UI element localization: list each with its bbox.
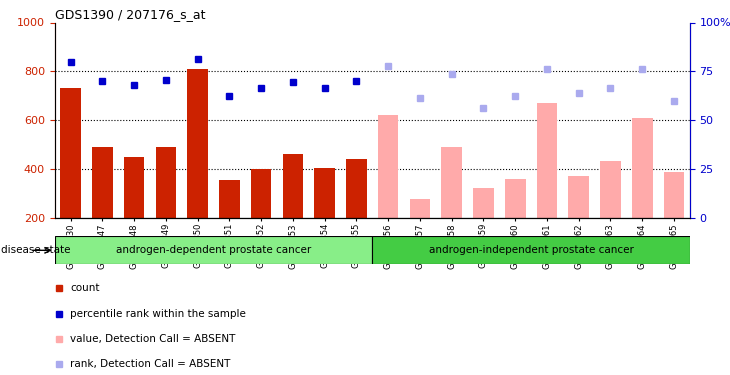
Bar xyxy=(600,161,620,218)
Bar xyxy=(632,118,653,218)
Text: disease state: disease state xyxy=(1,245,70,255)
Bar xyxy=(124,157,145,218)
Bar xyxy=(410,199,430,217)
Bar xyxy=(378,115,399,218)
Bar xyxy=(219,180,239,218)
Bar xyxy=(61,88,81,218)
Bar xyxy=(346,159,366,218)
Bar xyxy=(251,169,272,217)
Text: percentile rank within the sample: percentile rank within the sample xyxy=(70,309,246,318)
Bar xyxy=(92,147,112,218)
Bar xyxy=(372,236,690,264)
Bar xyxy=(55,236,372,264)
Bar xyxy=(569,176,589,218)
Bar xyxy=(664,172,684,217)
Text: androgen-independent prostate cancer: androgen-independent prostate cancer xyxy=(429,245,634,255)
Bar xyxy=(473,188,493,218)
Bar xyxy=(537,103,557,218)
Text: androgen-dependent prostate cancer: androgen-dependent prostate cancer xyxy=(116,245,311,255)
Bar xyxy=(505,178,526,218)
Bar xyxy=(283,154,303,218)
Text: value, Detection Call = ABSENT: value, Detection Call = ABSENT xyxy=(70,334,235,344)
Bar xyxy=(442,147,462,218)
Bar xyxy=(155,147,176,218)
Text: rank, Detection Call = ABSENT: rank, Detection Call = ABSENT xyxy=(70,359,231,369)
Bar xyxy=(188,69,208,218)
Text: GDS1390 / 207176_s_at: GDS1390 / 207176_s_at xyxy=(55,8,205,21)
Text: count: count xyxy=(70,283,99,293)
Bar xyxy=(315,168,335,217)
